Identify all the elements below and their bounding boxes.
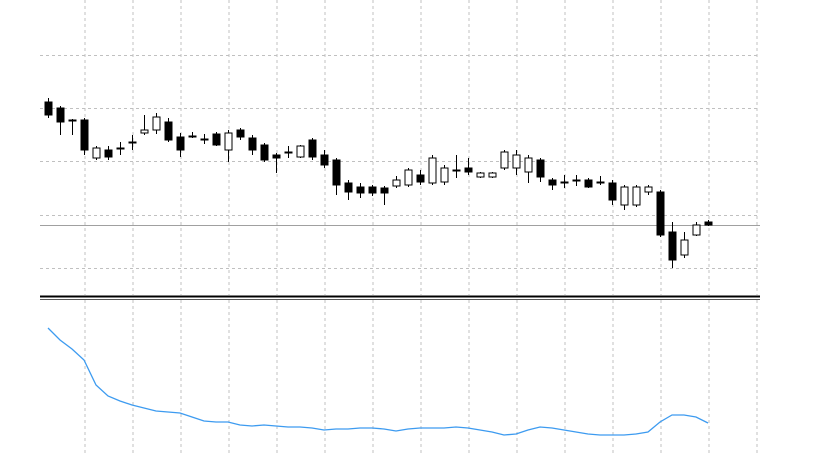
candle-body — [188, 135, 197, 138]
candle-body — [572, 179, 581, 182]
candle-body — [272, 154, 281, 159]
candle-body — [668, 231, 677, 261]
candle-body — [488, 172, 497, 178]
candle-body — [260, 144, 269, 161]
candle-body — [236, 129, 245, 138]
candle-body — [200, 138, 209, 141]
candle-body — [680, 239, 689, 256]
candle-body — [104, 149, 113, 158]
candle-body — [92, 147, 101, 159]
candle-body — [56, 107, 65, 123]
candle-body — [512, 154, 521, 169]
candle-body — [44, 101, 53, 116]
candle-body — [656, 191, 665, 236]
candle-body — [356, 186, 365, 194]
candle-body — [140, 129, 149, 134]
candle-body — [704, 221, 713, 226]
candle-body — [344, 182, 353, 193]
candle-body — [476, 172, 485, 178]
candle-body — [392, 179, 401, 187]
candle-body — [152, 116, 161, 131]
candle-body — [536, 159, 545, 178]
indicator-line — [47, 327, 709, 436]
candle-body — [284, 151, 293, 154]
candle-body — [320, 154, 329, 166]
candle-body — [632, 186, 641, 206]
candle-body — [68, 119, 77, 122]
candle-body — [248, 137, 257, 151]
candle-body — [164, 121, 173, 141]
candle-body — [440, 167, 449, 183]
candle-body — [596, 181, 605, 184]
candle-body — [428, 157, 437, 184]
candle-body — [620, 186, 629, 206]
candle-body — [608, 182, 617, 201]
candle-body — [452, 169, 461, 172]
candle-body — [308, 139, 317, 158]
candle-body — [560, 181, 569, 184]
candle-body — [416, 174, 425, 183]
candle-body — [644, 186, 653, 193]
candle-body — [368, 186, 377, 194]
candle-body — [584, 179, 593, 188]
candle-body — [80, 119, 89, 151]
candle-body — [296, 145, 305, 158]
candle-body — [212, 133, 221, 146]
candle-body — [500, 151, 509, 169]
candle-body — [176, 136, 185, 151]
candle-body — [380, 187, 389, 194]
candle-body — [332, 159, 341, 186]
candle-body — [224, 132, 233, 151]
candle-body — [692, 224, 701, 236]
candle-body — [524, 157, 533, 173]
candle-body — [116, 147, 125, 150]
candle-body — [464, 167, 473, 173]
candle-body — [548, 179, 557, 186]
candle-body — [404, 169, 413, 186]
candle-body — [128, 141, 137, 144]
